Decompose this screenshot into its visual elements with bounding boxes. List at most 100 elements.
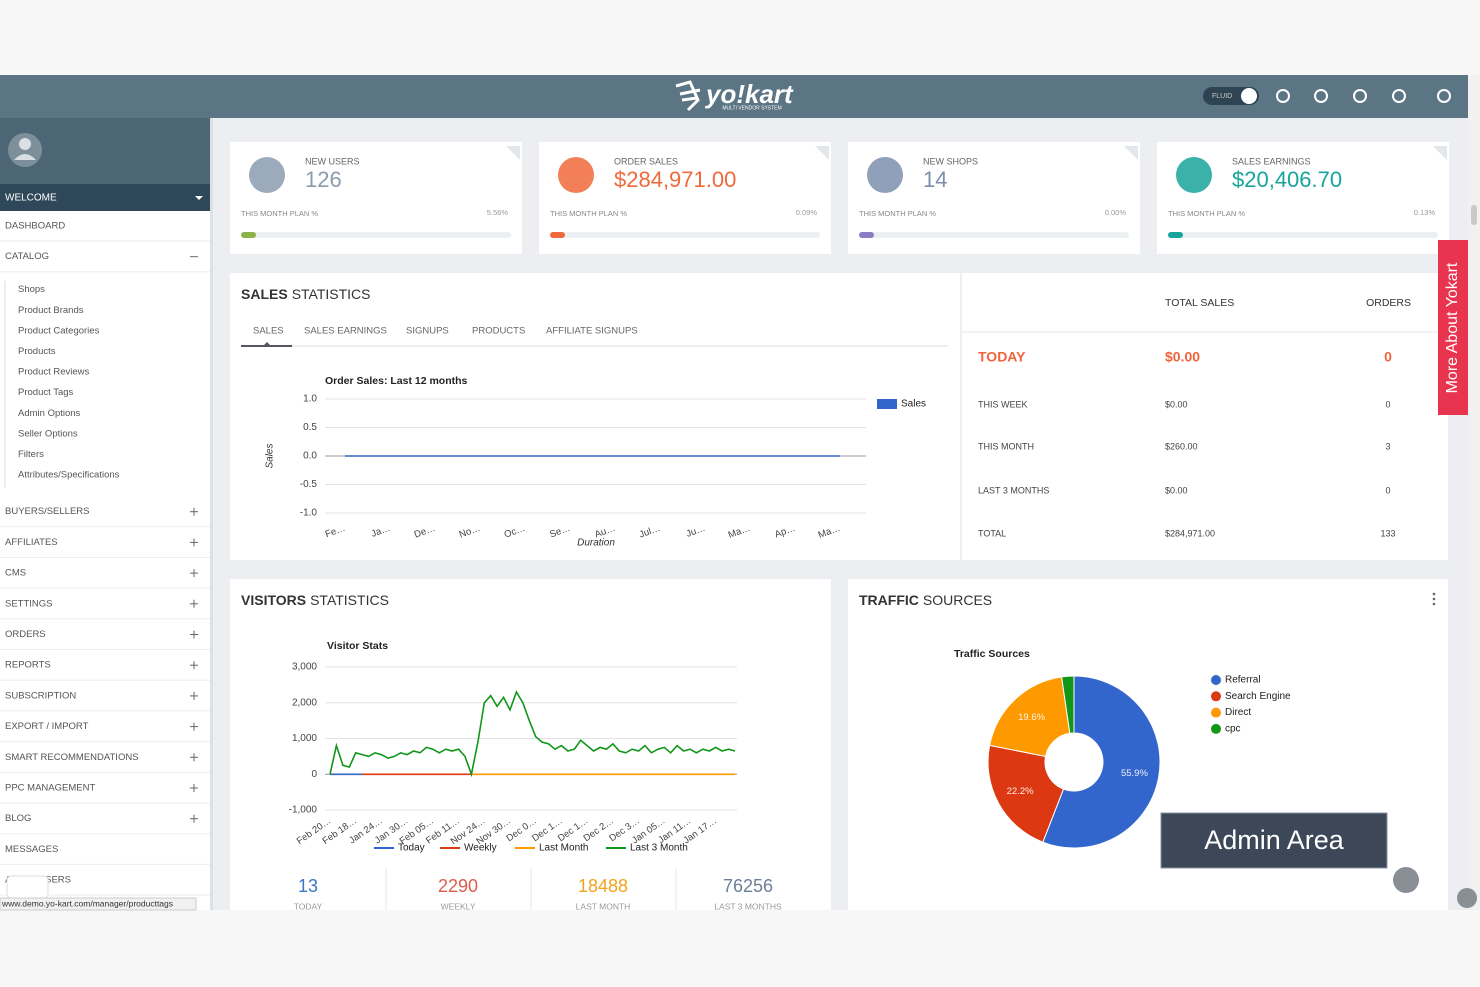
- legend-label: Direct: [1225, 707, 1251, 718]
- menu-item[interactable]: BLOG: [5, 813, 31, 824]
- title-rest: STATISTICS: [310, 592, 389, 608]
- menu-item[interactable]: PPC MANAGEMENT: [5, 783, 95, 794]
- series-line: [329, 690, 736, 778]
- submenu-item[interactable]: Product Categories: [18, 325, 100, 336]
- stat-value: 2290: [438, 876, 478, 896]
- tab[interactable]: SALES: [253, 326, 284, 337]
- kebab-dot[interactable]: [1432, 592, 1436, 596]
- menu-item[interactable]: CMS: [5, 568, 26, 579]
- pie-slice: [1061, 675, 1075, 734]
- card-plan: THIS MONTH PLAN %: [1168, 209, 1245, 218]
- card-value: 14: [923, 167, 947, 192]
- row-label: THIS MONTH: [978, 441, 1034, 451]
- y-tick-label: 0: [311, 769, 317, 780]
- panel: [230, 273, 960, 560]
- slice-label: 19.6%: [1018, 712, 1045, 723]
- menu-item[interactable]: DASHBOARD: [5, 221, 65, 232]
- menu-item[interactable]: SETTINGS: [5, 598, 53, 609]
- legend-label: Last Month: [539, 843, 588, 854]
- kebab-dot[interactable]: [1432, 602, 1436, 606]
- submenu-item[interactable]: Product Brands: [18, 305, 84, 316]
- row-label: TODAY: [978, 349, 1026, 365]
- card-title: NEW USERS: [305, 156, 360, 166]
- legend-swatch: [877, 399, 897, 409]
- panel-title: TRAFFIC SOURCES: [859, 592, 992, 608]
- submenu-item[interactable]: Admin Options: [18, 408, 81, 419]
- header-icon[interactable]: [1392, 89, 1406, 103]
- top-band: [0, 0, 1480, 75]
- menu-item[interactable]: REPORTS: [5, 660, 51, 671]
- menu-item[interactable]: EXPORT / IMPORT: [5, 721, 89, 732]
- menu-item[interactable]: SUBSCRIPTION: [5, 690, 76, 701]
- header-icon[interactable]: [1276, 89, 1290, 103]
- menu-item[interactable]: SMART RECOMMENDATIONS: [5, 752, 139, 763]
- chart-title: Order Sales: Last 12 months: [325, 375, 468, 387]
- submenu-item[interactable]: Product Reviews: [18, 367, 90, 378]
- legend-label: Last 3 Month: [630, 843, 688, 854]
- header-icon[interactable]: [1314, 89, 1328, 103]
- title-bold: TRAFFIC: [859, 592, 919, 608]
- title-rest: STATISTICS: [292, 286, 371, 302]
- collapse-btn[interactable]: [6, 875, 49, 899]
- submenu-item[interactable]: Attributes/Specifications: [18, 470, 120, 481]
- table-header: TOTAL SALES: [1165, 297, 1234, 309]
- tab[interactable]: PRODUCTS: [472, 326, 525, 337]
- card-icon: [867, 157, 903, 193]
- menu-item[interactable]: MESSAGES: [5, 844, 58, 855]
- stat-label: LAST 3 MONTHS: [714, 901, 782, 911]
- row-sales: $260.00: [1165, 441, 1198, 451]
- float-button[interactable]: [1457, 888, 1477, 908]
- sidebar-shadow: [210, 118, 213, 910]
- side-tab-label[interactable]: More About Yokart: [1444, 262, 1461, 393]
- progress-track: [859, 232, 1129, 238]
- card-icon: [558, 157, 594, 193]
- submenu-item[interactable]: Product Tags: [18, 387, 74, 398]
- tab[interactable]: SIGNUPS: [406, 326, 449, 337]
- avatar-head: [19, 138, 31, 150]
- kebab-dot[interactable]: [1432, 597, 1436, 601]
- sidebar: [0, 211, 210, 910]
- header-icon[interactable]: [1437, 89, 1451, 103]
- progress-fill: [1168, 232, 1183, 238]
- card-value: $284,971.00: [614, 167, 736, 192]
- caret: [195, 196, 203, 200]
- submenu-item[interactable]: Filters: [18, 449, 44, 460]
- float-button[interactable]: [1393, 867, 1419, 893]
- y-axis-label: Sales: [265, 443, 276, 468]
- welcome-bar[interactable]: [0, 184, 210, 211]
- bottom-band: [0, 910, 1480, 987]
- row-orders: 0: [1385, 485, 1390, 495]
- legend-label: Today: [398, 843, 425, 854]
- tab[interactable]: AFFILIATE SIGNUPS: [546, 326, 638, 337]
- legend-swatch: [1211, 723, 1221, 734]
- card-plan: THIS MONTH PLAN %: [859, 209, 936, 218]
- panel: [230, 579, 831, 910]
- card-percent: 0.13%: [1414, 208, 1436, 217]
- header-icon[interactable]: [1353, 89, 1367, 103]
- badge: [1160, 812, 1388, 869]
- legend-label: Referral: [1225, 675, 1261, 686]
- menu-item[interactable]: BUYERS/SELLERS: [5, 506, 89, 517]
- title-bold: SALES: [241, 286, 288, 302]
- submenu-item[interactable]: Products: [18, 346, 56, 357]
- progress-track: [550, 232, 820, 238]
- side-tab[interactable]: [1438, 240, 1468, 415]
- panel: [962, 273, 1448, 560]
- submenu-item[interactable]: Shops: [18, 284, 45, 295]
- card-plan: THIS MONTH PLAN %: [550, 209, 627, 218]
- toggle-label: FLUID: [1212, 93, 1232, 100]
- scrollbar: [1468, 75, 1480, 910]
- legend-label: Sales: [901, 399, 926, 410]
- y-tick-label: 2,000: [292, 697, 317, 708]
- card-corner: [506, 146, 520, 160]
- menu-item[interactable]: CATALOG: [5, 251, 49, 262]
- slice-label: 55.9%: [1121, 768, 1148, 779]
- menu-item[interactable]: ORDERS: [5, 629, 46, 640]
- card-corner: [815, 146, 829, 160]
- stat-label: WEEKLY: [441, 901, 476, 911]
- logo-sub: MULTI VENDOR SYSTEM: [722, 105, 781, 111]
- submenu-item[interactable]: Seller Options: [18, 428, 78, 439]
- tab[interactable]: SALES EARNINGS: [304, 326, 387, 337]
- menu-item[interactable]: AFFILIATES: [5, 537, 58, 548]
